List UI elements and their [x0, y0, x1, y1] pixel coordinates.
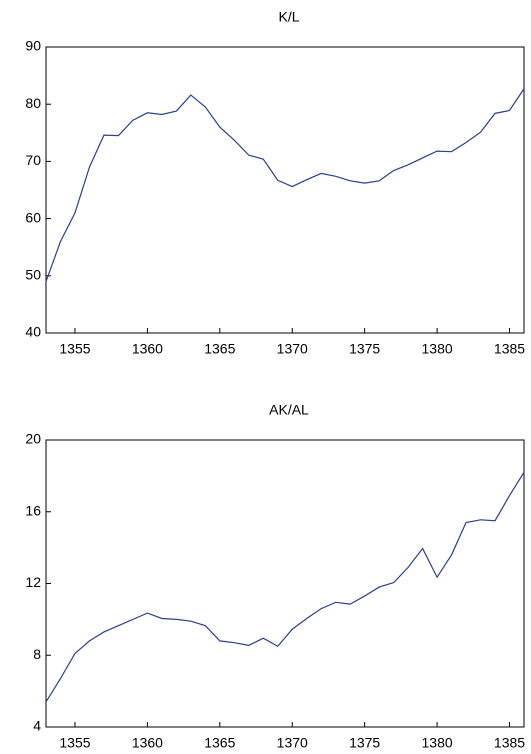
x-tick-label: 1370 [277, 735, 308, 751]
y-tick-label: 20 [25, 431, 41, 447]
data-line [45, 471, 525, 703]
x-tick-label: 1355 [59, 735, 90, 751]
x-tick-label: 1365 [204, 735, 235, 751]
chart-title: AK/AL [269, 402, 309, 418]
y-tick-label: 4 [33, 718, 41, 734]
plot-frame [45, 439, 525, 728]
x-tick-label: 1370 [277, 341, 308, 357]
y-tick-label: 40 [25, 324, 41, 340]
x-tick-label: 1355 [59, 341, 90, 357]
y-tick-label: 70 [25, 152, 41, 168]
x-tick-label: 1360 [132, 735, 163, 751]
y-tick-label: 16 [25, 502, 41, 518]
x-tick-label: 1385 [494, 341, 525, 357]
x-tick-label: 1360 [132, 341, 163, 357]
y-tick-label: 8 [33, 646, 41, 662]
chart-title: K/L [278, 9, 299, 25]
x-tick-label: 1375 [349, 341, 380, 357]
plot-frame [45, 46, 525, 334]
x-tick-label: 1375 [349, 735, 380, 751]
y-tick-label: 50 [25, 267, 41, 283]
x-tick-label: 1380 [422, 735, 453, 751]
x-tick-label: 1365 [204, 341, 235, 357]
y-tick-label: 12 [25, 574, 41, 590]
y-tick-label: 80 [25, 95, 41, 111]
x-tick-label: 1380 [422, 341, 453, 357]
y-tick-label: 60 [25, 209, 41, 225]
x-tick-label: 1385 [494, 735, 525, 751]
y-tick-label: 90 [25, 38, 41, 54]
data-line [45, 88, 525, 282]
